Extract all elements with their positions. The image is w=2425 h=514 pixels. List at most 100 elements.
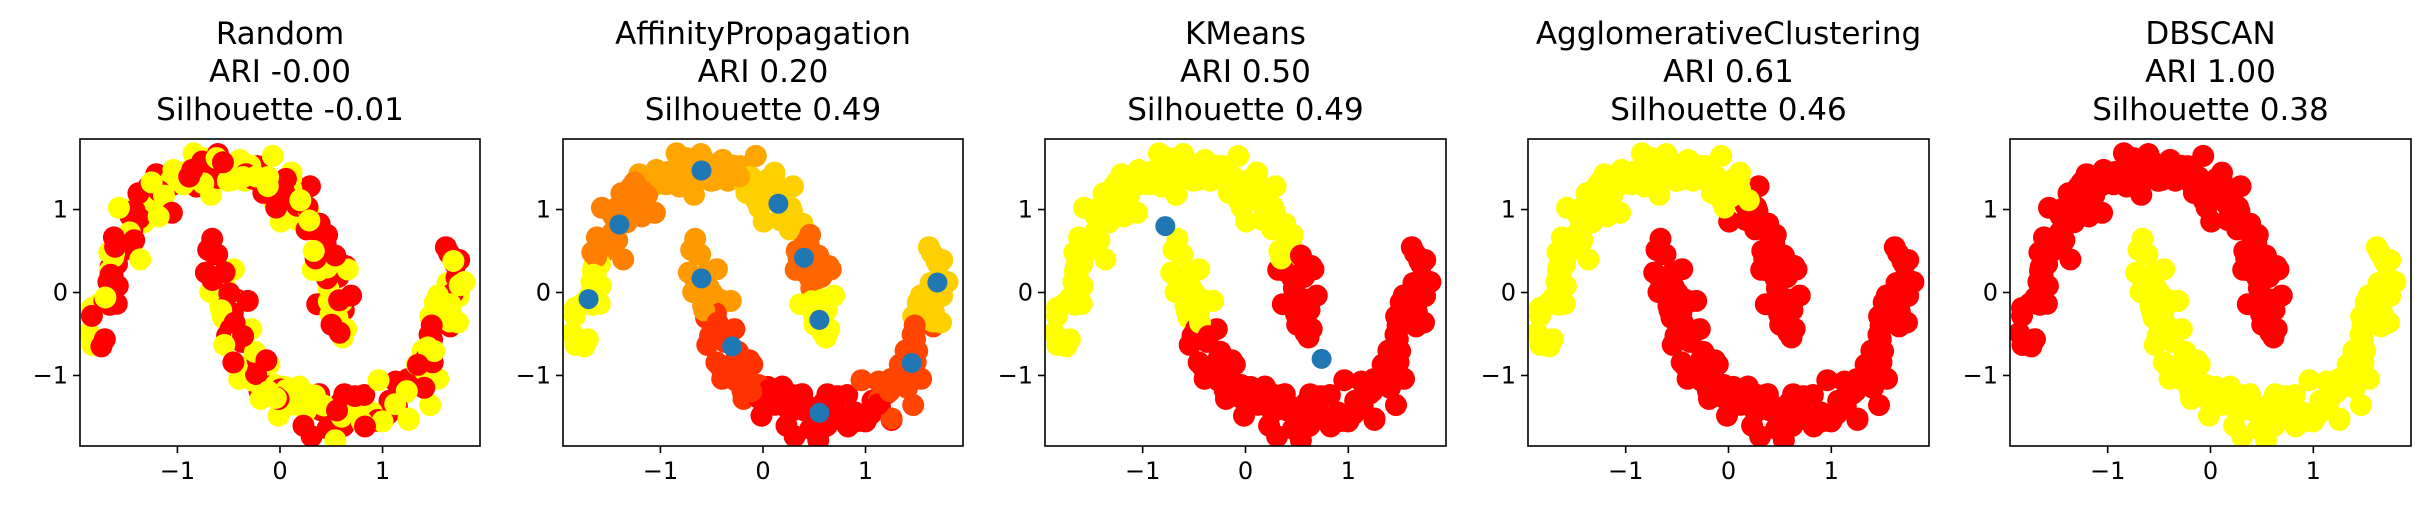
data-point <box>261 144 284 167</box>
subplot-title-line: ARI -0.00 <box>209 54 351 90</box>
data-point <box>420 314 443 337</box>
cluster-center <box>691 268 712 289</box>
x-tick-label: 1 <box>375 457 390 485</box>
data-point <box>2077 205 2100 228</box>
data-point <box>1302 258 1325 281</box>
y-tick-label: 0 <box>536 279 551 307</box>
data-point <box>1529 304 1551 327</box>
data-point <box>1685 289 1708 312</box>
data-point <box>701 282 724 305</box>
x-tick-label: 1 <box>2306 457 2321 485</box>
data-point <box>854 410 877 433</box>
data-point <box>1222 380 1245 403</box>
data-point <box>2283 384 2306 406</box>
data-point <box>320 313 343 336</box>
data-point <box>1846 407 1869 430</box>
subplot-title-line: Silhouette 0.49 <box>645 92 882 128</box>
data-point <box>2148 282 2171 305</box>
data-point <box>563 304 586 327</box>
subplot-title-line: ARI 0.50 <box>1180 54 1311 90</box>
data-point <box>2205 167 2228 190</box>
data-point <box>1723 167 1746 190</box>
data-point <box>2192 144 2215 167</box>
data-point <box>2038 196 2060 219</box>
data-point <box>2233 239 2256 262</box>
y-tick-label: 1 <box>536 196 551 224</box>
data-point <box>837 415 859 438</box>
data-point <box>1769 313 1792 336</box>
x-tick-label: −1 <box>643 457 678 485</box>
data-point <box>194 261 217 284</box>
data-point <box>178 165 201 188</box>
data-point <box>744 144 767 167</box>
data-point <box>107 196 130 219</box>
data-point <box>1227 144 1250 167</box>
data-point <box>129 248 152 271</box>
subplot-title-line: KMeans <box>1185 16 1306 52</box>
data-point <box>2144 261 2166 284</box>
data-point <box>413 376 436 399</box>
data-point <box>2270 284 2293 307</box>
data-point <box>140 171 163 194</box>
cluster-center <box>1311 348 1332 369</box>
data-point <box>1645 238 1668 261</box>
data-point <box>1788 284 1811 307</box>
data-point <box>719 289 742 312</box>
data-point <box>2246 223 2269 246</box>
data-point <box>880 407 903 430</box>
data-point <box>2029 263 2052 286</box>
data-point <box>661 165 684 188</box>
data-point <box>1802 415 1825 438</box>
data-point <box>232 325 255 348</box>
data-point <box>1183 282 1206 305</box>
data-point <box>2254 429 2277 446</box>
data-point <box>1319 415 1342 438</box>
data-point <box>1263 209 1286 232</box>
data-point <box>590 196 613 219</box>
data-point <box>1751 239 1774 262</box>
subplot-title-line: Random <box>216 16 344 52</box>
data-point <box>612 248 635 271</box>
x-tick-label: 0 <box>272 457 287 485</box>
data-point <box>2070 171 2093 194</box>
data-point <box>680 238 703 261</box>
cluster-center <box>768 193 789 214</box>
x-tick-label: −1 <box>160 457 195 485</box>
data-point <box>2328 407 2351 430</box>
data-point <box>367 369 390 392</box>
data-point <box>799 223 822 246</box>
data-point <box>1588 171 1611 194</box>
x-tick-label: 0 <box>755 457 770 485</box>
data-point <box>1361 380 1384 403</box>
data-point <box>2024 286 2047 309</box>
data-point <box>1268 239 1291 262</box>
data-point <box>354 415 376 438</box>
data-point <box>94 286 117 309</box>
data-point <box>1816 369 1839 392</box>
data-point <box>2219 189 2242 212</box>
data-point <box>1073 196 1095 219</box>
subplot-title-line: Silhouette -0.01 <box>156 92 404 128</box>
data-point <box>2127 238 2150 261</box>
data-point <box>1844 380 1867 403</box>
x-tick-label: 1 <box>858 457 873 485</box>
data-point <box>1363 407 1386 430</box>
cluster-center <box>809 402 830 423</box>
data-point <box>340 284 363 307</box>
data-point <box>623 171 646 194</box>
y-tick-label: 0 <box>53 279 68 307</box>
data-point <box>2354 340 2377 363</box>
data-point <box>1105 171 1128 194</box>
plot-area <box>80 142 476 446</box>
data-point <box>1160 261 1183 284</box>
y-tick-label: −1 <box>1481 361 1516 389</box>
data-point <box>1875 284 1898 307</box>
y-tick-label: 1 <box>1983 196 1998 224</box>
data-point <box>1547 263 1570 286</box>
data-point <box>2185 349 2208 372</box>
data-point <box>757 167 780 190</box>
data-point <box>2251 313 2274 336</box>
data-point <box>324 244 347 267</box>
cluster-center <box>722 336 743 357</box>
